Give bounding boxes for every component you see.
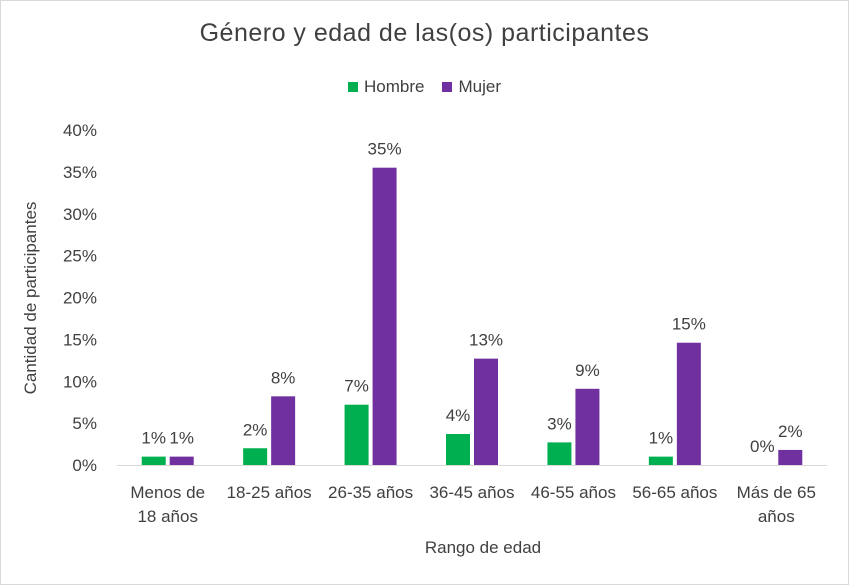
data-label: 7% — [344, 377, 369, 396]
bar-hombre — [547, 442, 572, 465]
bar-hombre — [243, 448, 268, 465]
bar-hombre — [141, 456, 166, 465]
bar-mujer — [169, 456, 194, 465]
y-tick-label: 35% — [63, 163, 97, 182]
x-axis-title: Rango de edad — [424, 538, 542, 557]
legend: Hombre Mujer — [1, 77, 848, 97]
x-tick-label: 26-35 años — [328, 483, 413, 502]
data-label: 35% — [368, 140, 402, 159]
legend-item-mujer: Mujer — [442, 77, 501, 97]
data-label: 1% — [169, 429, 194, 448]
bar-hombre — [446, 434, 470, 465]
x-tick-label: 46-55 años — [531, 483, 616, 502]
x-tick-label: Más de 65 — [737, 483, 816, 502]
y-tick-label: 20% — [63, 289, 97, 308]
data-label: 1% — [141, 429, 166, 448]
legend-swatch-hombre — [348, 82, 358, 92]
data-label: 4% — [446, 406, 471, 425]
x-tick-label: 56-65 años — [632, 483, 717, 502]
data-label: 2% — [778, 422, 803, 441]
y-axis-title: Cantidad de participantes — [21, 201, 40, 395]
y-tick-label: 40% — [63, 121, 97, 140]
data-label: 0% — [750, 437, 775, 456]
x-tick-label: 36-45 años — [429, 483, 514, 502]
legend-swatch-mujer — [442, 82, 453, 92]
data-label: 13% — [469, 331, 503, 350]
x-tick-label: 18-25 años — [227, 483, 312, 502]
y-tick-label: 15% — [63, 330, 97, 349]
bar-mujer — [271, 396, 296, 465]
bar-mujer — [474, 358, 498, 465]
bar-hombre — [344, 404, 369, 465]
bar-mujer — [575, 388, 600, 465]
data-label: 1% — [649, 429, 674, 448]
data-label: 8% — [271, 368, 296, 387]
y-tick-label: 10% — [63, 372, 97, 391]
x-tick-label: años — [758, 507, 795, 526]
x-tick-label: Menos de — [130, 483, 205, 502]
bar-mujer — [676, 342, 701, 465]
data-label: 2% — [243, 420, 268, 439]
x-tick-label: 18 años — [137, 507, 198, 526]
legend-label-hombre: Hombre — [364, 77, 425, 96]
bar-mujer — [778, 449, 803, 465]
data-label: 3% — [547, 414, 572, 433]
chart-title: Género y edad de las(os) participantes — [199, 19, 650, 47]
data-label: 9% — [575, 361, 600, 380]
y-tick-label: 25% — [63, 247, 97, 266]
y-tick-label: 0% — [72, 456, 97, 475]
data-label: 15% — [672, 315, 706, 334]
y-tick-label: 5% — [72, 414, 97, 433]
legend-label-mujer: Mujer — [458, 77, 501, 96]
legend-item-hombre: Hombre — [348, 77, 424, 97]
y-tick-label: 30% — [63, 205, 97, 224]
bar-mujer — [372, 167, 397, 465]
bar-hombre — [648, 456, 673, 465]
